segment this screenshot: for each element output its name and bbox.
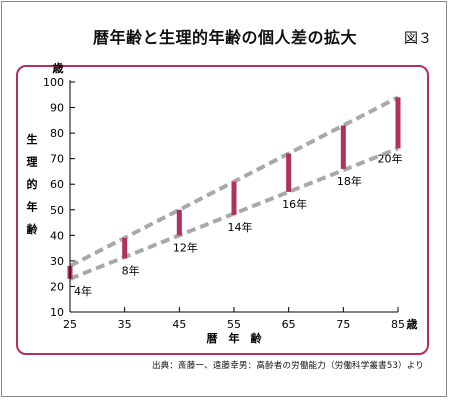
- y-axis-title-char: 齢: [27, 222, 39, 236]
- range-label: 8年: [122, 263, 140, 277]
- y-axis-title-char: 的: [27, 177, 38, 191]
- y-tick-label: 20: [50, 280, 64, 293]
- range-bar: [395, 97, 401, 149]
- y-tick-label: 50: [50, 204, 64, 217]
- range-label: 4年: [74, 284, 92, 298]
- range-label: 14年: [228, 220, 253, 234]
- range-bar: [286, 153, 292, 192]
- x-tick-label: 55: [227, 318, 241, 331]
- y-tick-label: 90: [50, 102, 64, 115]
- y-unit-label: 歳: [53, 61, 64, 75]
- x-tick-label: 35: [118, 318, 132, 331]
- y-tick-label: 80: [50, 127, 64, 140]
- x-tick-label: 85: [391, 318, 405, 331]
- range-label: 18年: [337, 174, 362, 188]
- x-unit-label: 歳: [407, 317, 418, 331]
- y-tick-label: 30: [50, 255, 64, 268]
- y-tick-label: 60: [50, 178, 64, 191]
- x-tick-label: 75: [336, 318, 350, 331]
- y-tick-label: 40: [50, 229, 64, 242]
- range-bar: [340, 125, 346, 169]
- y-tick-label: 70: [50, 153, 64, 166]
- range-label: 16年: [282, 197, 307, 211]
- x-tick-label: 45: [172, 318, 186, 331]
- range-label: 20年: [378, 151, 403, 165]
- range-bar: [122, 237, 128, 259]
- source-note: 出典：斎藤一、遠藤幸男：高齢者の労働能力（労働科学叢書53）より: [151, 361, 424, 371]
- x-tick-label: 25: [63, 318, 77, 331]
- range-bar: [231, 181, 237, 215]
- range-bar: [176, 209, 182, 236]
- label-layer: 4年 8年 12年 14年 16年 18年 20年: [74, 151, 403, 297]
- y-axis-title-char: 理: [27, 156, 38, 169]
- y-tick-label: 100: [43, 76, 64, 89]
- chart-panel: [16, 65, 429, 355]
- bar-layer: [67, 97, 401, 279]
- x-tick-label: 65: [282, 318, 296, 331]
- y-tick-label: 10: [50, 306, 64, 319]
- figure-number: 図３: [404, 31, 432, 47]
- y-axis-title-char: 年: [27, 200, 38, 214]
- figure-title: 暦年齢と生理的年齢の個人差の拡大: [92, 28, 357, 47]
- y-axis-title-char: 生: [27, 132, 38, 146]
- range-label: 12年: [173, 240, 198, 254]
- x-axis-title: 暦 年 齢: [207, 331, 263, 345]
